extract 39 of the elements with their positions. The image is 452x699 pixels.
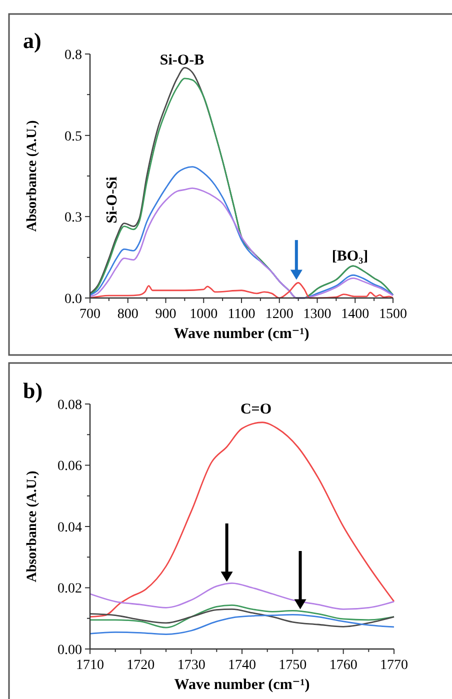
x-tick-label: 1760 [329, 658, 358, 673]
annotation: [BO₃] [332, 248, 368, 264]
y-tick-label: 0.3 [64, 210, 82, 226]
annotation: Si-O-Si [104, 176, 120, 224]
x-tick-label: 1500 [379, 307, 407, 322]
x-tick-label: 900 [155, 307, 176, 322]
chart-title: b) [23, 378, 43, 403]
x-tick-label: 1100 [228, 307, 256, 322]
x-tick-label: 800 [117, 307, 138, 322]
x-tick-label: 1200 [265, 307, 294, 322]
line-series [89, 614, 395, 635]
line-series [89, 422, 395, 618]
x-tick-label: 1710 [76, 658, 104, 673]
y-tick-label: 0.08 [58, 398, 82, 413]
y-tick-label: 0.04 [58, 520, 82, 536]
annotation: C=O [240, 401, 272, 418]
x-tick-label: 1000 [190, 307, 218, 322]
chart-title: a) [23, 28, 42, 53]
x-tick-label: 1750 [278, 658, 307, 673]
y-tick-label: 0.5 [64, 129, 82, 144]
y-tick-label: 0.8 [64, 48, 82, 63]
line-series [89, 608, 395, 628]
x-tick-label: 700 [80, 307, 100, 322]
x-tick-label: 1300 [303, 307, 332, 322]
y-axis-title: Absorbance (A.U.) [25, 470, 40, 582]
line-series [89, 582, 395, 610]
y-tick-label: 0.00 [58, 642, 82, 658]
x-tick-label: 1720 [126, 658, 155, 673]
x-axis-title: Wave number (cm⁻¹) [174, 326, 310, 342]
annotation: Si-O-B [160, 52, 204, 68]
y-axis-title: Absorbance (A.U.) [25, 120, 40, 232]
x-tick-label: 1400 [341, 307, 370, 322]
x-tick-label: 1770 [380, 658, 408, 673]
y-tick-label: 0.02 [58, 582, 82, 597]
x-axis-title: Wave number (cm⁻¹) [174, 677, 310, 693]
y-tick-label: 0.0 [64, 292, 82, 307]
y-tick-label: 0.06 [58, 459, 82, 474]
x-tick-label: 1730 [177, 658, 206, 673]
x-tick-label: 1740 [228, 658, 256, 673]
